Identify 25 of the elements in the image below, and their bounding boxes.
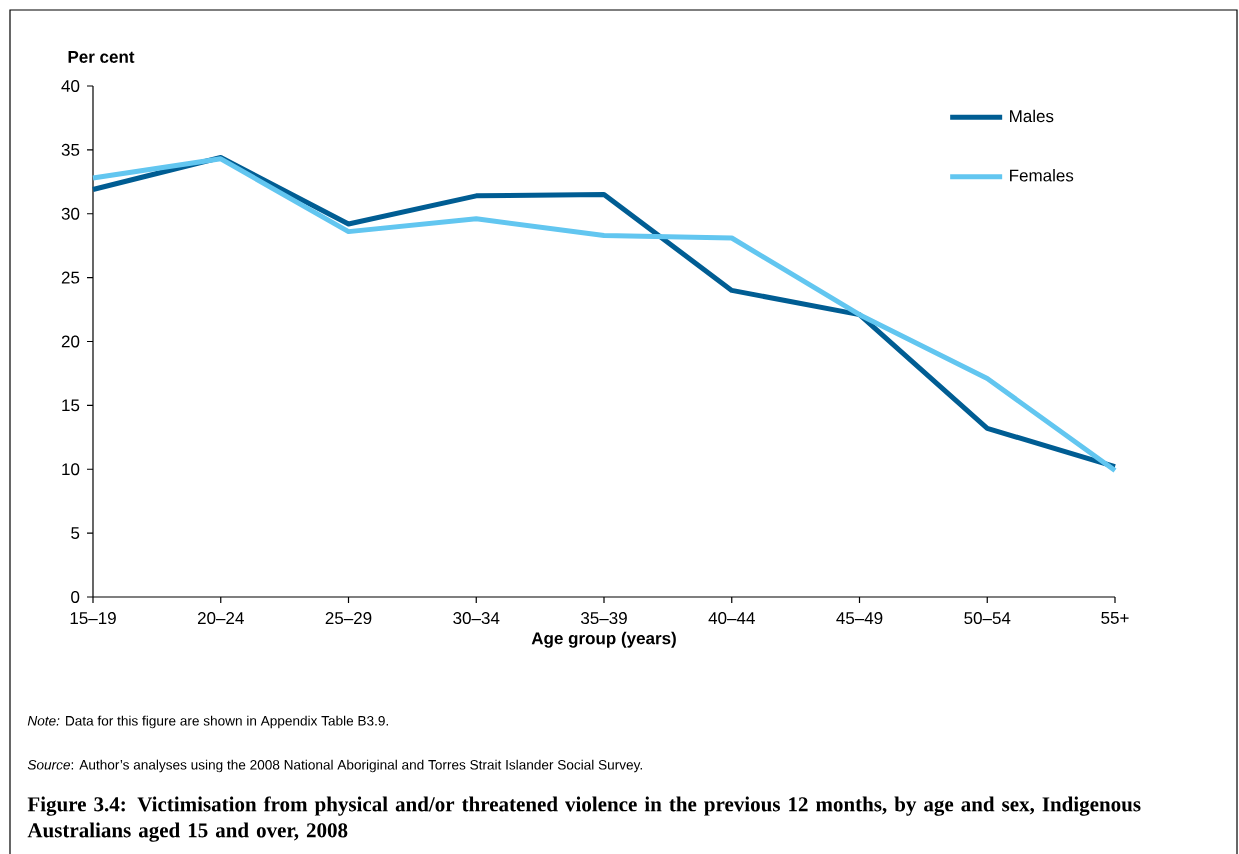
legend-label: Males	[1010, 109, 1054, 123]
y-axis-title: Per cent	[68, 51, 135, 63]
x-axis-title: Age group (years)	[531, 631, 676, 648]
x-tick-label: 20–24	[197, 612, 244, 625]
x-tick-label: 40–44	[708, 612, 755, 625]
y-tick-label: 0	[71, 590, 80, 603]
x-tick-label: 45–49	[836, 612, 883, 625]
x-tick-label: 30–34	[453, 612, 500, 625]
y-tick-label: 15	[62, 399, 80, 412]
x-tick-label: 35–39	[581, 612, 627, 625]
y-tick-label: 40	[61, 79, 80, 92]
y-tick-label: 25	[61, 271, 80, 284]
text: Figure 3.4: Victimisation from physical and/or threatened violence in the previous 12 months, by age and sex, Indigenous Australians aged 15 and over, 2008	[27, 796, 1141, 842]
x-tick-label: 25–29	[325, 612, 372, 625]
y-tick-label: 35	[61, 143, 80, 156]
x-tick-label: 50–54	[964, 612, 1011, 625]
x-tick-label: 15–19	[70, 612, 116, 625]
legend-label: Females	[1010, 169, 1074, 182]
text: Source: Author’s analyses using the 2008 National Aboriginal and Torres Strait Islander Social Survey.	[27, 759, 642, 773]
y-tick-label: 30	[61, 207, 80, 220]
y-tick-label: 20	[61, 335, 80, 348]
y-tick-label: 10	[62, 463, 80, 476]
y-tick-label: 5	[71, 527, 80, 540]
text: Note: Data for this figure are shown in Appendix Table B3.9.	[27, 715, 388, 729]
x-tick-label: 55+	[1101, 612, 1129, 624]
